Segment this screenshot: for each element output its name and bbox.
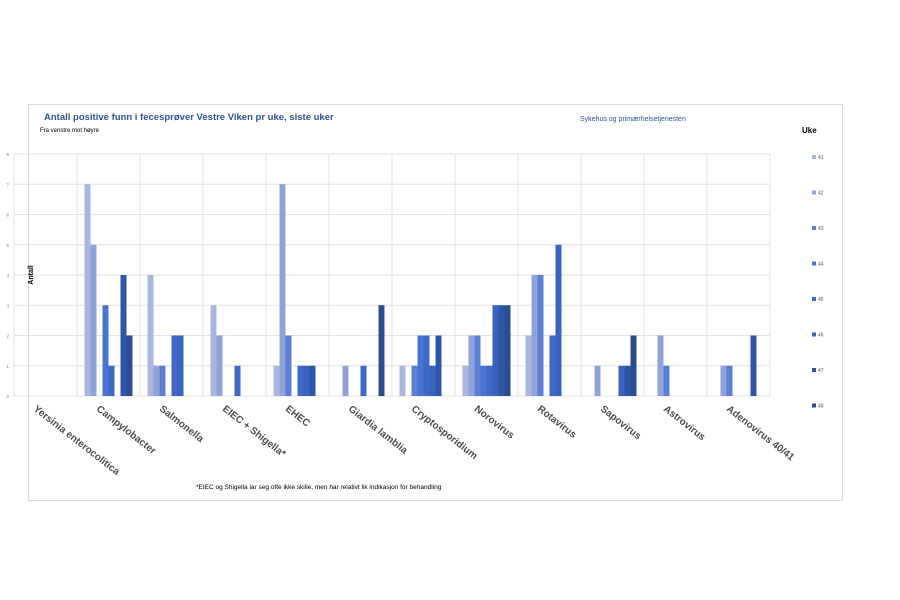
y-tick-label: 8 [6,152,9,157]
bar-45-2 [171,335,178,396]
legend-swatch [812,190,816,195]
legend-swatch [812,403,816,408]
legend-swatch [812,155,816,159]
bar-43-6 [411,365,418,396]
legend-swatch [812,332,816,337]
bar-41-8 [525,335,532,396]
bar-43-2 [159,365,166,396]
bar-47-4 [309,365,316,396]
bar-43-8 [537,275,544,396]
bar-41-7 [462,365,469,396]
source-label: Sykehus og primærhelsetjenesten [580,116,686,123]
y-axis-label: Antall [28,265,35,285]
bar-41-6 [399,365,406,396]
bar-42-4 [279,184,286,396]
x-tick-label: Campylobacter [94,404,158,457]
bar-48-9 [630,335,637,396]
bar-46-8 [555,244,562,396]
y-tick-label: 6 [6,213,9,218]
bar-42-1 [90,244,97,396]
legend-swatch [812,261,816,266]
bar-42-9 [594,365,601,396]
bar-46-4 [303,365,310,396]
bar-46-9 [618,365,625,396]
x-tick-label: Astrovirus [661,404,708,444]
bar-42-8 [531,275,538,396]
bar-42-5 [342,365,349,396]
bar-41-1 [84,184,91,396]
legend-label: 41 [818,155,824,161]
x-tick-label: Norovirus [472,404,516,442]
bar-47-1 [120,275,127,396]
bar-45-6 [423,335,430,396]
bar-43-4 [285,335,292,396]
bar-43-7 [474,335,481,396]
bar-45-8 [549,335,556,396]
y-tick-label: 5 [6,243,9,248]
bar-48-1 [126,335,133,396]
bar-45-1 [108,365,115,396]
bar-47-6 [435,335,442,396]
bar-48-7 [504,305,511,396]
legend-label: 44 [818,262,824,268]
legend-label: 45 [818,297,824,303]
x-tick-label: Giardia lamblia [346,404,410,457]
bar-42-7 [468,335,475,396]
y-tick-label: 4 [6,273,9,278]
bar-42-2 [153,365,160,396]
legend-label: 46 [818,333,824,339]
bar-42-11 [720,365,727,396]
bar-46-2 [177,335,184,396]
bar-42-10 [657,335,664,396]
bar-45-4 [297,365,304,396]
bar-45-3 [234,365,241,396]
x-tick-label: Sapovirus [598,404,643,443]
footnote: *EIEC og Shigella lar seg ofte ikke skil… [196,484,442,491]
x-tick-label: Salmonella [157,404,206,445]
bar-46-6 [429,365,436,396]
legend-swatch [812,368,816,372]
bar-41-2 [147,275,154,396]
chart-title: Antall positive funn i fecesprøver Vestr… [44,112,334,123]
x-tick-label: EHEC [283,404,312,430]
y-tick-label: 2 [6,334,9,339]
bar-41-3 [210,305,217,396]
bar-47-11 [750,335,757,396]
y-tick-label: 7 [6,182,9,187]
x-tick-label: Rotavirus [535,404,578,441]
legend-label: 47 [818,368,824,374]
x-tick-label: EIEC + Shigella* [220,404,288,460]
legend-swatch [812,226,816,230]
bar-41-4 [273,365,280,396]
legend-label: 42 [818,191,824,197]
bar-44-6 [417,335,424,396]
bar-44-1 [102,305,109,396]
x-tick-label: Adenovirus 40/41 [724,404,796,464]
bar-45-7 [486,365,493,396]
legend-label: 43 [818,226,824,232]
bar-46-7 [492,305,499,396]
y-tick-label: 0 [6,394,9,399]
x-tick-label: Cryptosporidium [409,404,479,462]
legend-label: 48 [818,404,824,410]
bar-45-5 [360,365,367,396]
bar-43-10 [663,365,670,396]
bar-42-3 [216,335,223,396]
bar-47-9 [624,365,631,396]
legend-swatch [812,297,816,301]
chart-subtitle: Fra venstre mot høyre [40,128,100,134]
bar-43-11 [726,365,733,396]
y-tick-label: 1 [6,364,9,369]
legend-title: Uke [802,126,817,135]
bar-48-5 [378,305,385,396]
bar-44-7 [480,365,487,396]
bar-47-7 [498,305,505,396]
y-tick-label: 3 [6,303,9,308]
